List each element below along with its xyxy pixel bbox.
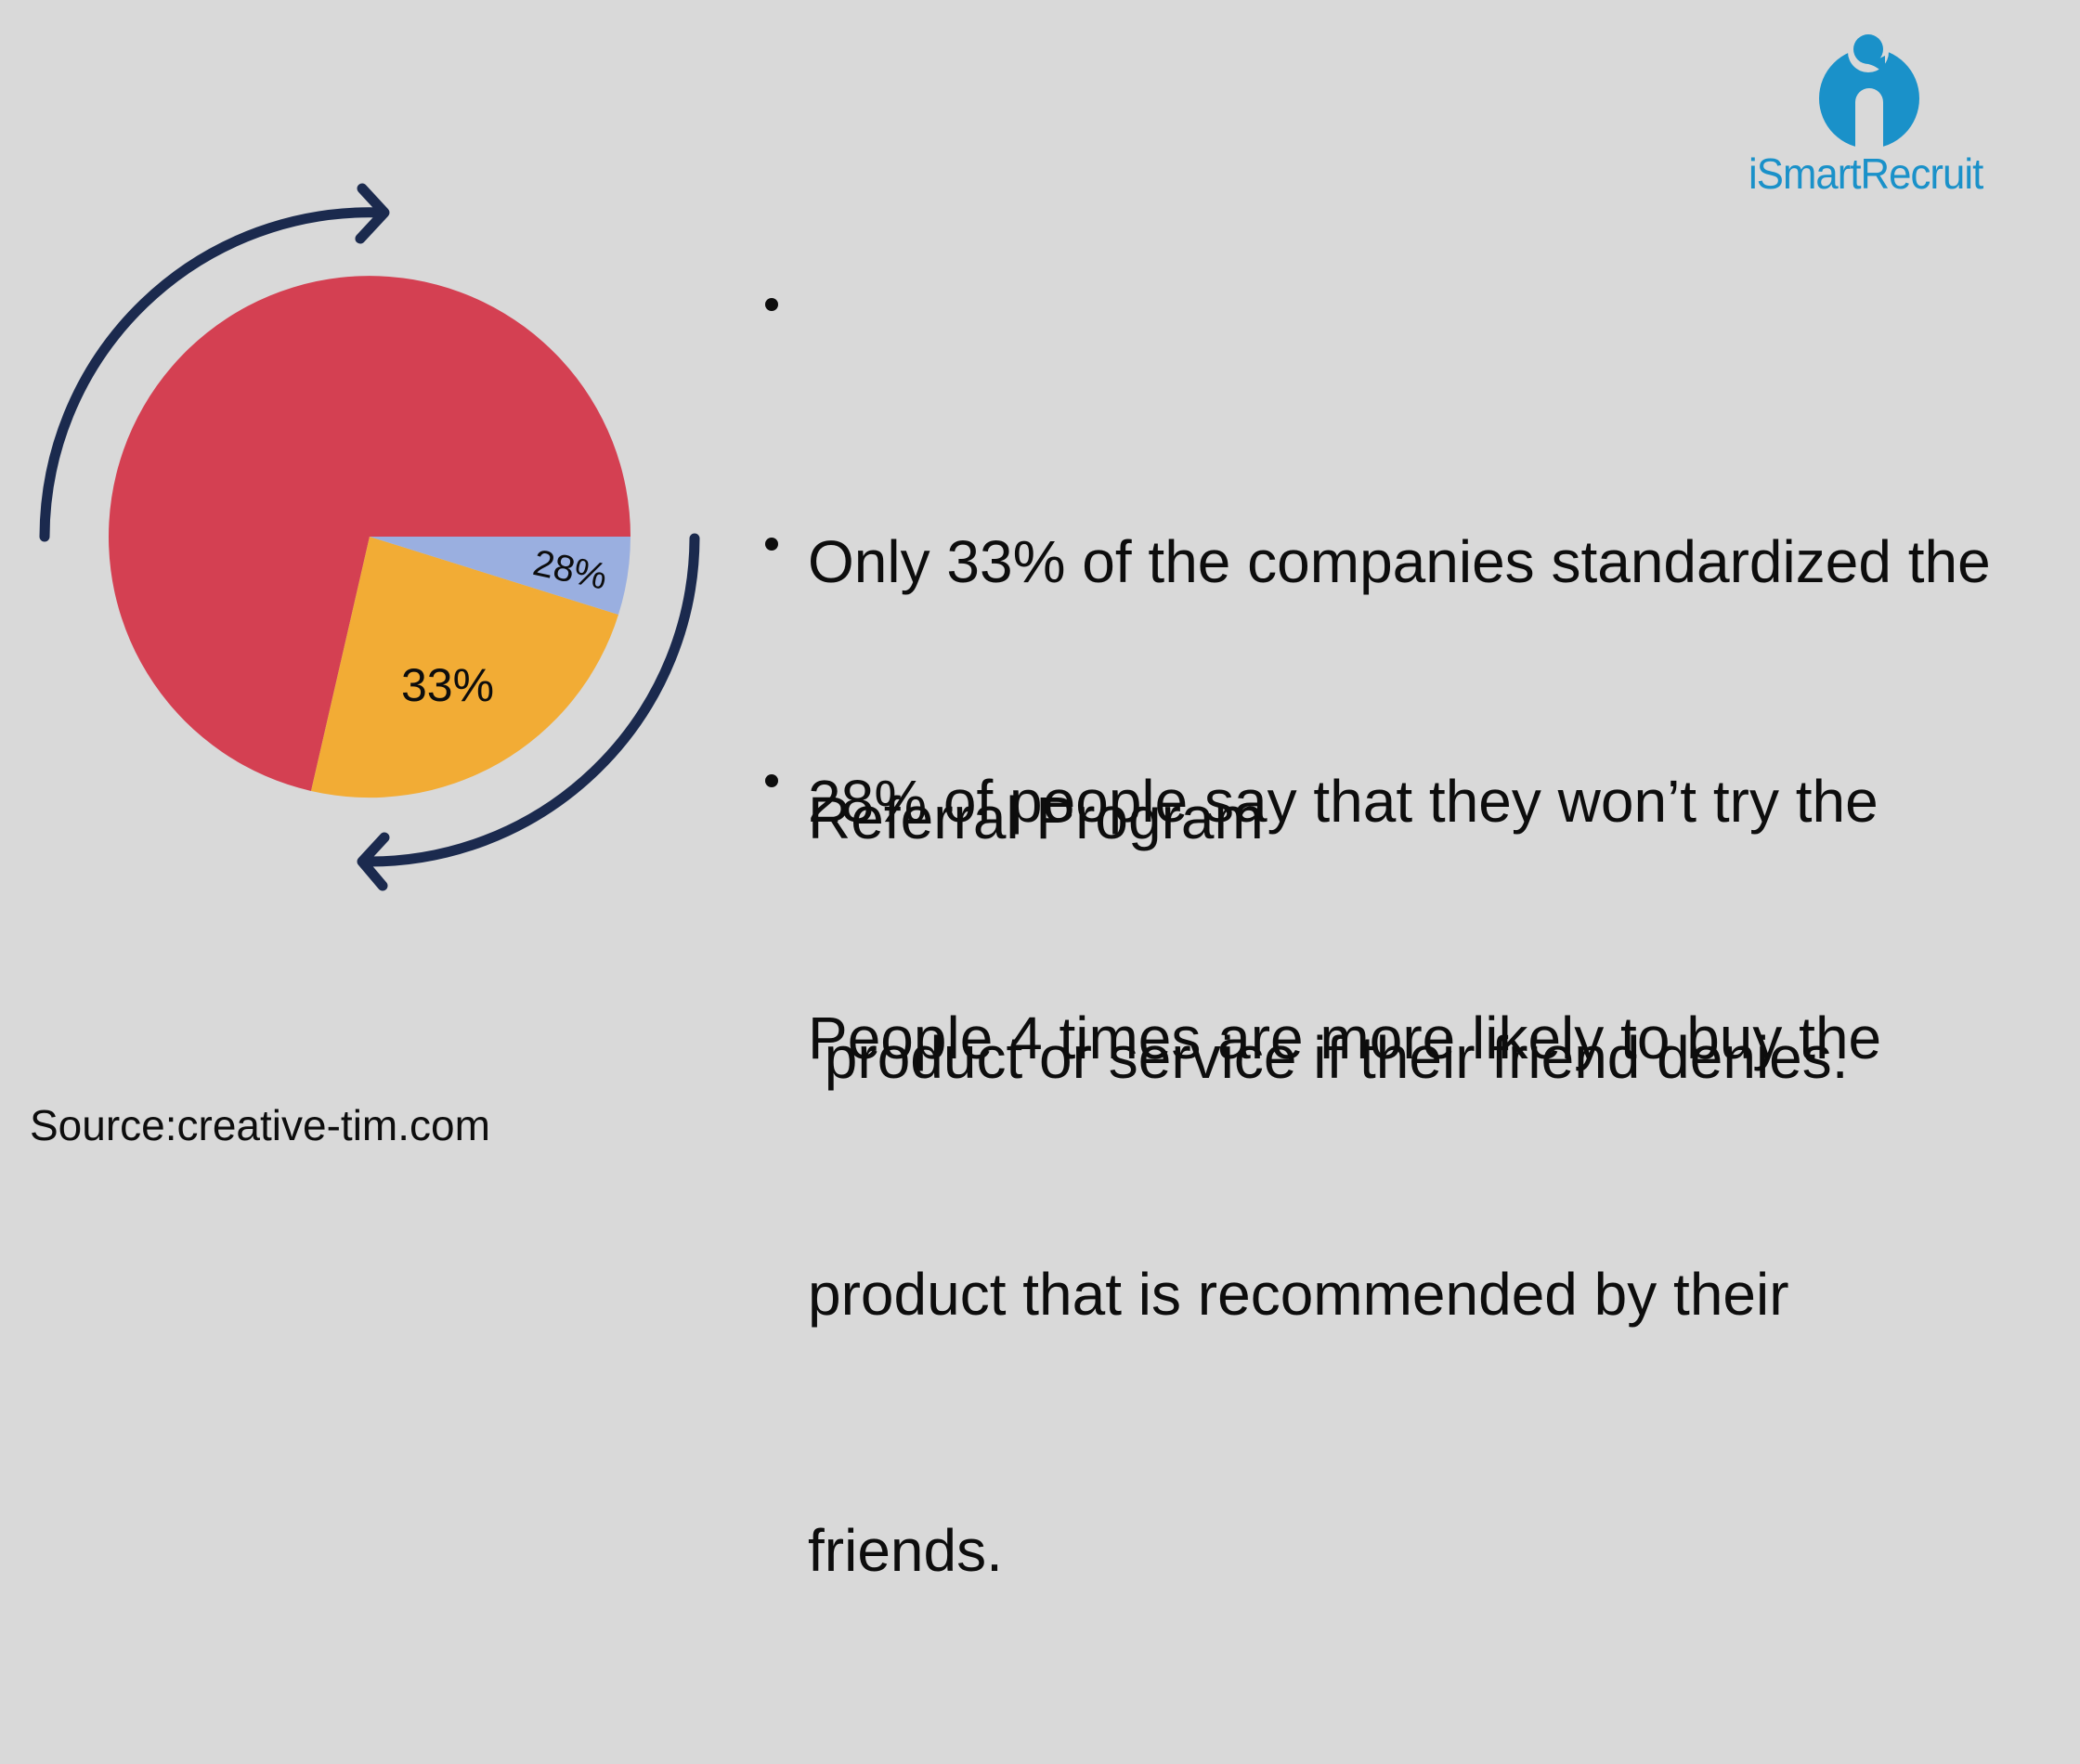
- bullet-text-line: Referral Program: [808, 785, 1264, 851]
- bullet-text-line: product that is recommended by their: [808, 1261, 1789, 1328]
- pie-slice-blue: [370, 537, 630, 615]
- circular-arrow-top-left-icon: [39, 183, 390, 542]
- pie-label-33: 33%: [401, 659, 494, 711]
- pie-slice-orange: [311, 537, 618, 798]
- ismartrecruit-logo-icon: [1819, 32, 1919, 149]
- bullet-text-line: 28% of people say that they won’t try th…: [808, 768, 1878, 835]
- brand-name: iSmartRecruit: [1748, 149, 1983, 198]
- bullet-item: 28% of people say that they won’t try th…: [761, 502, 1878, 1271]
- pie-slice-red: [109, 276, 631, 791]
- bullet-text-line: People 4 times are more likely to buy th…: [808, 1005, 1882, 1071]
- bullet-text-line: friends.: [808, 1517, 1003, 1584]
- bullet-text-line: Only 33% of the companies standardized t…: [808, 528, 1991, 595]
- bullet-dot-icon: [765, 298, 778, 311]
- bullet-item: People 4 times are more likely to buy th…: [761, 739, 1881, 1764]
- pie-chart: 33% 28%: [39, 183, 700, 891]
- bullet-dot-icon: [765, 538, 778, 551]
- source-citation: Source:creative-tim.com: [30, 1101, 490, 1149]
- circular-arrow-bottom-right-icon: [357, 533, 700, 891]
- bullet-dot-icon: [765, 774, 778, 787]
- bullet-text-line: product or service if their friend denie…: [808, 1024, 1849, 1091]
- bullet-item: Only 33% of the companies standardized t…: [761, 263, 1991, 1031]
